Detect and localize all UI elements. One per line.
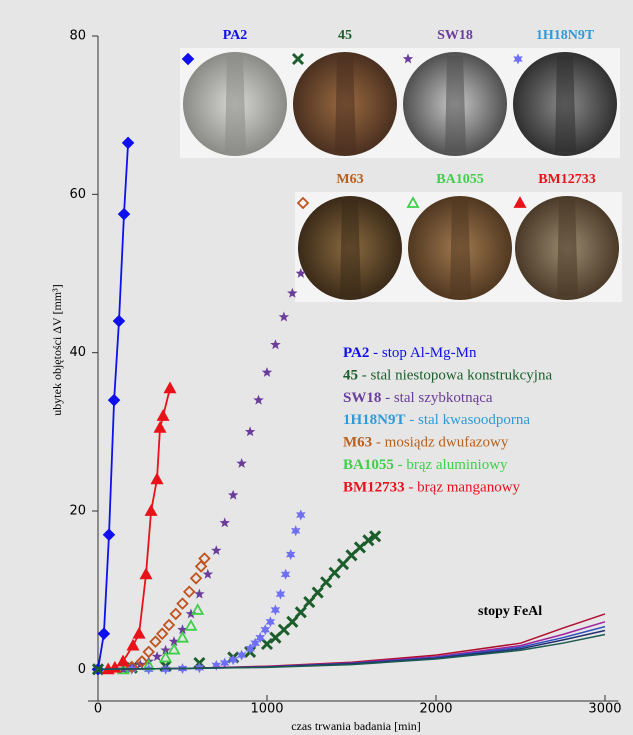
legend-name: BM12733 bbox=[343, 480, 405, 496]
y-axis-label: ubytek objętości ΔV [mm³] bbox=[50, 284, 64, 415]
photo-label: BM12733 bbox=[538, 172, 596, 187]
photo-label: 45 bbox=[338, 28, 352, 43]
y-tick-label: 80 bbox=[69, 29, 86, 44]
legend-entry: BM12733 - brąz manganowy bbox=[343, 480, 521, 496]
photo-label: BA1055 bbox=[436, 172, 483, 187]
legend-description: - brąz manganowy bbox=[408, 480, 520, 496]
x-tick-label: 0 bbox=[94, 702, 102, 717]
legend-name: M63 bbox=[343, 435, 372, 451]
photo-groove bbox=[335, 56, 356, 152]
y-tick-label: 0 bbox=[78, 662, 86, 677]
x-axis-label: czas trwania badania [min] bbox=[291, 719, 421, 733]
y-tick-label: 40 bbox=[69, 345, 86, 360]
photo-label: PA2 bbox=[223, 28, 248, 43]
legend-entry: M63 - mosiądz dwufazowy bbox=[343, 435, 509, 451]
photo-groove bbox=[450, 200, 471, 296]
legend-description: - stop Al-Mg-Mn bbox=[373, 345, 477, 361]
legend-name: 45 bbox=[343, 368, 358, 384]
legend-description: - brąz aluminiowy bbox=[398, 457, 508, 473]
photo-label: 1H18N9T bbox=[536, 28, 595, 43]
y-tick-label: 20 bbox=[69, 504, 86, 519]
legend-entry: 45 - stal niestopowa konstrukcyjna bbox=[343, 368, 552, 384]
legend-entry: PA2 - stop Al-Mg-Mn bbox=[343, 345, 477, 361]
chart: PA2 45 SW18 1H18N9T M63 BA1055 BM12733 czas tr… bbox=[0, 0, 633, 735]
photo-label: SW18 bbox=[437, 28, 473, 43]
photo-label: M63 bbox=[336, 172, 363, 187]
legend-description: - mosiądz dwufazowy bbox=[376, 435, 509, 451]
x-tick-label: 1000 bbox=[250, 702, 283, 717]
legend-name: PA2 bbox=[343, 345, 369, 361]
y-tick-label: 60 bbox=[69, 187, 86, 202]
legend-name: BA1055 bbox=[343, 457, 394, 473]
legend-description: - stal niestopowa konstrukcyjna bbox=[362, 368, 553, 384]
legend-description: - stal szybkotnąca bbox=[385, 390, 493, 406]
legend-description: - stal kwasoodporna bbox=[409, 413, 530, 429]
photo-groove bbox=[445, 56, 466, 152]
photo-groove bbox=[555, 56, 576, 152]
x-tick-label: 2000 bbox=[419, 702, 452, 717]
legend-name: 1H18N9T bbox=[343, 413, 406, 429]
photo-groove bbox=[557, 200, 578, 296]
legend-entry: 1H18N9T - stal kwasoodporna bbox=[343, 413, 530, 429]
photo-groove bbox=[225, 56, 246, 152]
legend-name: SW18 bbox=[343, 390, 381, 406]
legend-entry: BA1055 - brąz aluminiowy bbox=[343, 457, 508, 473]
annotation: stopy FeAl bbox=[478, 604, 542, 619]
x-tick-label: 3000 bbox=[588, 702, 621, 717]
legend-entry: SW18 - stal szybkotnąca bbox=[343, 390, 493, 406]
photo-groove bbox=[340, 200, 361, 296]
